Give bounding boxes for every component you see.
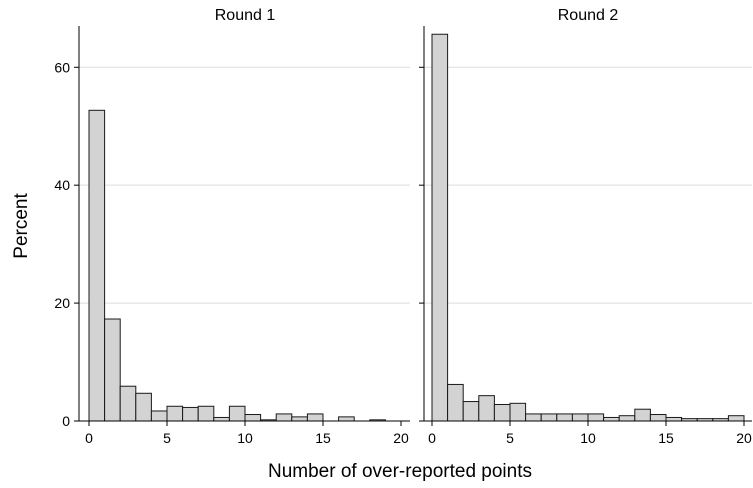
chart-panels: Round 1 0 20 40 60 0 5 10 15 20 Round 2 0 5 10 15 20 [54, 7, 752, 446]
histogram-bar [306, 413, 324, 422]
histogram-bar [509, 402, 527, 422]
histogram-bar [634, 408, 651, 422]
histogram-bar [571, 413, 589, 422]
histogram-bar [431, 33, 449, 422]
histogram-bar [665, 416, 683, 422]
histogram-bar [618, 415, 636, 422]
histogram-bar [727, 415, 745, 422]
histogram-bar [493, 403, 511, 422]
x-tick-label: 5 [506, 430, 514, 446]
y-axis-label: Percent [11, 193, 32, 259]
y-tick-label: 0 [62, 413, 70, 429]
x-tick-label: 5 [163, 430, 171, 446]
x-tick-label: 20 [736, 430, 752, 446]
histogram-bar [213, 416, 230, 422]
panel-1: Round 1 0 20 40 60 0 5 10 15 20 [54, 7, 410, 446]
histogram-bar [244, 414, 262, 422]
histogram-bar [275, 413, 293, 422]
x-tick-label: 0 [428, 430, 436, 446]
histogram-bar [649, 414, 667, 422]
histogram-bar [135, 392, 152, 422]
x-tick-label: 0 [85, 430, 93, 446]
histogram-bar [104, 318, 121, 422]
histogram-bar [182, 406, 199, 422]
histogram-bar [587, 413, 605, 422]
histogram-bar [556, 413, 573, 422]
x-axis-label: Number of over-reported points [268, 461, 532, 482]
panel-2: Round 2 0 5 10 15 20 [419, 7, 752, 446]
y-tick-label: 20 [54, 295, 70, 311]
panel-title: Round 1 [215, 7, 276, 24]
histogram-bar [540, 413, 558, 422]
histogram-bar [166, 405, 184, 422]
y-tick-label: 40 [54, 177, 70, 193]
histogram-bar [88, 109, 106, 422]
histogram-bar [478, 395, 495, 422]
x-tick-label: 20 [393, 430, 409, 446]
histogram-bar [525, 413, 542, 422]
histogram-bar [338, 416, 355, 422]
x-tick-label: 10 [237, 430, 253, 446]
histogram-bar [150, 410, 168, 422]
histogram-bar [447, 383, 464, 422]
histogram-bar [119, 385, 137, 422]
panel-title: Round 2 [558, 7, 619, 24]
x-tick-label: 15 [658, 430, 674, 446]
histogram-bar [291, 416, 308, 422]
histogram-bar [603, 416, 620, 422]
histogram-bar [197, 405, 215, 422]
y-tick-label: 60 [54, 59, 70, 75]
histogram-bar [462, 401, 480, 422]
histogram-bar [228, 405, 246, 422]
x-tick-label: 15 [315, 430, 331, 446]
x-tick-label: 10 [580, 430, 596, 446]
